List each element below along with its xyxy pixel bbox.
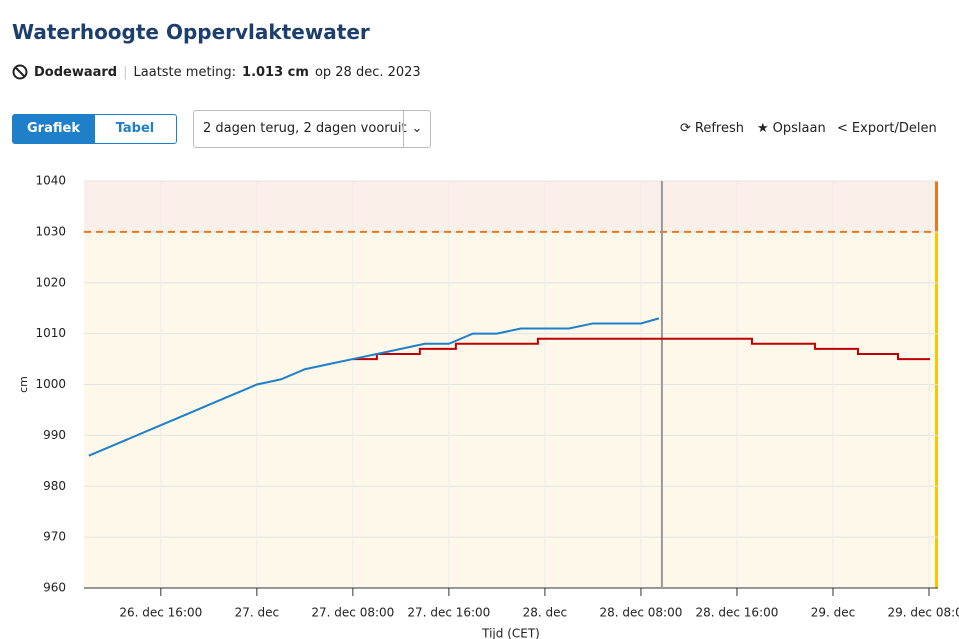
y-tick-label: 990 (43, 428, 66, 442)
share-button[interactable]: < Export/Delen (837, 121, 937, 136)
caret: ⌄ (403, 111, 430, 147)
x-tick-label: 27. dec 16:00 (407, 606, 490, 620)
last-date: op 28 dec. 2023 (314, 64, 421, 80)
y-tick-label: 1030 (35, 224, 66, 238)
y-tick-label: 960 (43, 581, 66, 595)
y-tick-label: 1040 (35, 174, 66, 188)
page-title: Waterhoogte Oppervlaktewater (12, 20, 370, 44)
range-text: 2 dagen terug, 2 dagen vooruit (203, 121, 407, 136)
location-icon (12, 64, 28, 80)
normal-zone (84, 231, 938, 588)
x-tick-label: 29. dec 08:00 (888, 606, 959, 620)
series-line (352, 337, 930, 361)
location: Dodewaard (34, 64, 118, 80)
x-tick-label: 27. dec 08:00 (311, 606, 394, 620)
y-tick-label: 1000 (35, 377, 66, 391)
x-tick-label: 28. dec 08:00 (599, 606, 682, 620)
last-value: 1.013 cm (242, 64, 309, 80)
x-tick-label: 28. dec (523, 606, 568, 620)
y-tick-label: 1010 (35, 326, 66, 340)
x-tick-label: 29. dec (811, 606, 856, 620)
x-tick-label: 26. dec 16:00 (119, 606, 202, 620)
danger-zone (84, 181, 938, 232)
refresh-button[interactable]: ⟳ Refresh (680, 121, 744, 136)
x-tick-label: 27. dec (235, 606, 280, 620)
divider: | (123, 64, 128, 80)
y-tick-label: 980 (43, 479, 66, 493)
series-line (88, 317, 660, 457)
edge-normal (935, 231, 938, 588)
action-label: Refresh (694, 121, 744, 136)
tab[interactable]: Grafiek (12, 114, 95, 144)
x-tick-label: 28. dec 16:00 (695, 606, 778, 620)
y-tick-label: 970 (43, 530, 66, 544)
tab[interactable]: Tabel (93, 114, 177, 144)
meta: Dodewaard | Laatste meting: 1.013 cm op … (12, 64, 421, 80)
range-select[interactable]: 2 dagen terug, 2 dagen vooruit ⌄ (193, 110, 431, 148)
action-label: Export/Delen (851, 121, 937, 136)
x-axis-label: Tijd (CET) (481, 627, 540, 639)
y-tick-label: 1020 (35, 275, 66, 289)
edge-danger (935, 181, 938, 232)
last-label: Laatste meting: (133, 64, 237, 80)
y-axis-label: cm (17, 376, 30, 393)
save-button[interactable]: ★ Opslaan (757, 121, 826, 136)
action-label: Opslaan (772, 121, 826, 136)
